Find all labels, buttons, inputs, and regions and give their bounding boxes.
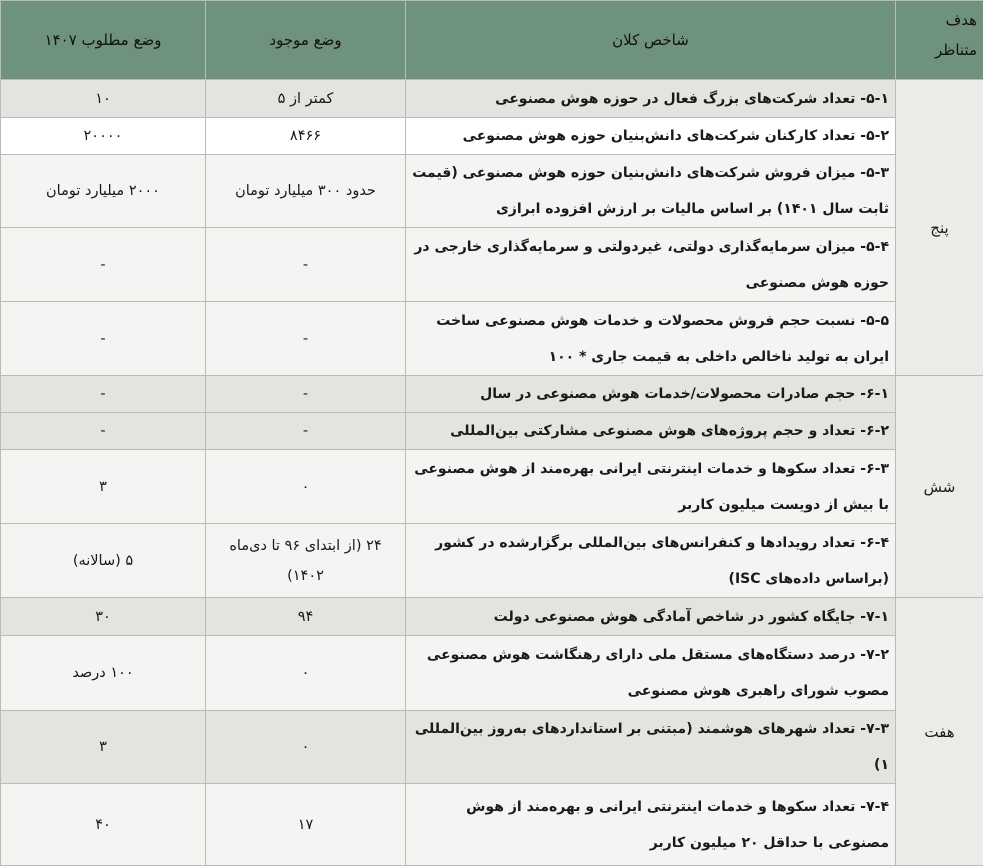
current-cell: ۲۴ (از ابتدای ۹۶ تا دی‌ماه ۱۴۰۲) <box>206 524 406 598</box>
table-row: ۵-۳- میزان فروش شرکت‌های دانش‌بنیان حوزه… <box>1 155 983 228</box>
indicator-cell: ۵-۴- میزان سرمایه‌گذاری دولتی، غیردولتی … <box>406 228 896 302</box>
current-cell: - <box>206 302 406 376</box>
indicator-cell: ۷-۱- جایگاه کشور در شاخص آمادگی هوش مصنو… <box>406 598 896 636</box>
current-cell: کمتر از ۵ <box>206 80 406 118</box>
current-cell: ۰ <box>206 450 406 524</box>
table-row: ۵-۴- میزان سرمایه‌گذاری دولتی، غیردولتی … <box>1 228 983 302</box>
desired-cell: ۱۰۰ درصد <box>1 636 206 711</box>
desired-cell: ۲۰۰۰ میلیارد تومان <box>1 155 206 228</box>
current-cell: حدود ۳۰۰ میلیارد تومان <box>206 155 406 228</box>
desired-cell: - <box>1 302 206 376</box>
goal-cell: پنج <box>896 80 983 376</box>
desired-cell: ۳۰ <box>1 598 206 636</box>
table-row: ۵-۵- نسبت حجم فروش محصولات و خدمات هوش م… <box>1 302 983 376</box>
indicator-cell: ۶-۲- تعداد و حجم پروژه‌های هوش مصنوعی مش… <box>406 413 896 450</box>
desired-cell: ۱۰ <box>1 80 206 118</box>
desired-cell: - <box>1 228 206 302</box>
header-indicator: شاخص کلان <box>406 1 896 80</box>
current-cell: - <box>206 376 406 413</box>
current-cell: ۰ <box>206 636 406 711</box>
header-goal: هدف متناظر <box>896 1 983 80</box>
indicator-cell: ۵-۳- میزان فروش شرکت‌های دانش‌بنیان حوزه… <box>406 155 896 228</box>
current-cell: ۰ <box>206 711 406 784</box>
desired-cell: ۳ <box>1 711 206 784</box>
table-row: ۷-۳- تعداد شهرهای هوشمند (مبتنی بر استان… <box>1 711 983 784</box>
goal-cell: هفت <box>896 598 983 866</box>
indicator-cell: ۷-۳- تعداد شهرهای هوشمند (مبتنی بر استان… <box>406 711 896 784</box>
table-row: ۷-۲- درصد دستگاه‌های مستقل ملی دارای رهن… <box>1 636 983 711</box>
indicator-cell: ۶-۳- تعداد سکوها و خدمات اینترنتی ایرانی… <box>406 450 896 524</box>
indicator-cell: ۵-۱- تعداد شرکت‌های بزرگ فعال در حوزه هو… <box>406 80 896 118</box>
desired-cell: ۵ (سالانه) <box>1 524 206 598</box>
indicator-cell: ۶-۱- حجم صادرات محصولات/خدمات هوش مصنوعی… <box>406 376 896 413</box>
table-header: هدف متناظر شاخص کلان وضع موجود وضع مطلوب… <box>1 1 983 80</box>
indicator-cell: ۷-۲- درصد دستگاه‌های مستقل ملی دارای رهن… <box>406 636 896 711</box>
indicator-cell: ۵-۵- نسبت حجم فروش محصولات و خدمات هوش م… <box>406 302 896 376</box>
desired-cell: ۲۰۰۰۰ <box>1 118 206 155</box>
desired-cell: - <box>1 413 206 450</box>
table-row: ۶-۲- تعداد و حجم پروژه‌های هوش مصنوعی مش… <box>1 413 983 450</box>
current-cell: ۹۴ <box>206 598 406 636</box>
current-cell: - <box>206 413 406 450</box>
current-cell: - <box>206 228 406 302</box>
desired-cell: ۳ <box>1 450 206 524</box>
header-current: وضع موجود <box>206 1 406 80</box>
current-cell: ۸۴۶۶ <box>206 118 406 155</box>
table-row: ۶-۴- تعداد رویدادها و کنفرانس‌های بین‌ال… <box>1 524 983 598</box>
indicator-cell: ۵-۲- تعداد کارکنان شرکت‌های دانش‌بنیان ح… <box>406 118 896 155</box>
goal-cell: شش <box>896 376 983 598</box>
table-row: ۵-۲- تعداد کارکنان شرکت‌های دانش‌بنیان ح… <box>1 118 983 155</box>
header-desired: وضع مطلوب ۱۴۰۷ <box>1 1 206 80</box>
desired-cell: - <box>1 376 206 413</box>
indicator-cell: ۶-۴- تعداد رویدادها و کنفرانس‌های بین‌ال… <box>406 524 896 598</box>
table-row: ۶-۳- تعداد سکوها و خدمات اینترنتی ایرانی… <box>1 450 983 524</box>
